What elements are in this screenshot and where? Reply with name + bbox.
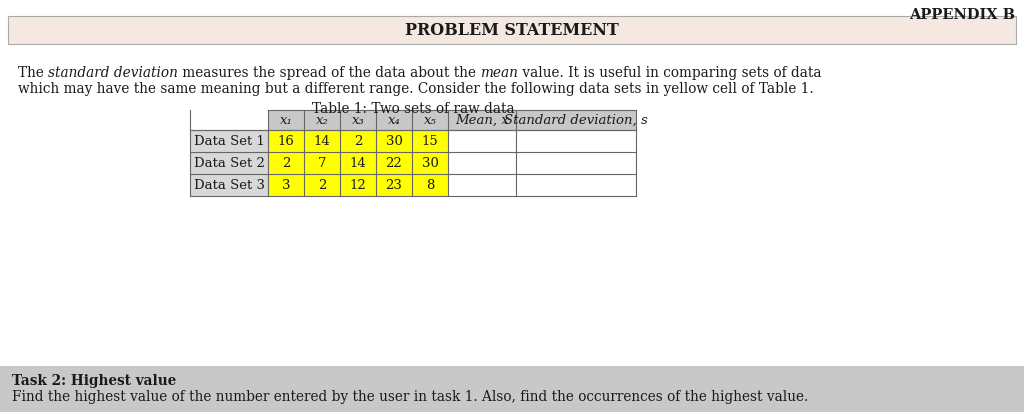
Bar [190, 174, 268, 196]
Text: x₂: x₂ [315, 113, 329, 126]
Text: Table 1: Two sets of raw data: Table 1: Two sets of raw data [311, 102, 514, 116]
Text: 8: 8 [426, 178, 434, 192]
Bar [376, 152, 412, 174]
Bar [376, 174, 412, 196]
Text: 23: 23 [386, 178, 402, 192]
Text: 2: 2 [317, 178, 327, 192]
Text: Data Set 2: Data Set 2 [194, 157, 264, 169]
Text: 30: 30 [422, 157, 438, 169]
Text: value. It is useful in comparing sets of data: value. It is useful in comparing sets of… [518, 66, 822, 80]
Bar [340, 174, 376, 196]
Bar [304, 130, 340, 152]
Text: mean: mean [480, 66, 518, 80]
Text: which may have the same meaning but a different range. Consider the following da: which may have the same meaning but a di… [18, 82, 814, 96]
Text: 7: 7 [317, 157, 327, 169]
Bar [304, 152, 340, 174]
Text: measures the spread of the data about the: measures the spread of the data about th… [178, 66, 480, 80]
Text: The: The [18, 66, 48, 80]
Bar [516, 130, 636, 152]
Bar [340, 130, 376, 152]
Text: x₁: x₁ [280, 113, 293, 126]
Text: 14: 14 [313, 134, 331, 147]
Bar [412, 152, 449, 174]
Bar [190, 130, 268, 152]
Text: x₄: x₄ [387, 113, 400, 126]
Bar [376, 130, 412, 152]
Text: Data Set 3: Data Set 3 [194, 178, 264, 192]
Bar [190, 152, 268, 174]
Bar [449, 174, 516, 196]
Text: 22: 22 [386, 157, 402, 169]
Bar [268, 130, 304, 152]
Text: Standard deviation, s: Standard deviation, s [504, 113, 648, 126]
Text: 16: 16 [278, 134, 295, 147]
Bar [516, 174, 636, 196]
Text: APPENDIX B: APPENDIX B [909, 8, 1015, 22]
Text: 3: 3 [282, 178, 290, 192]
Bar [0, 366, 1024, 412]
Text: 14: 14 [349, 157, 367, 169]
Text: Data Set 1: Data Set 1 [194, 134, 264, 147]
Bar [268, 110, 636, 130]
Bar [8, 16, 1016, 44]
Bar [449, 130, 516, 152]
Text: 2: 2 [354, 134, 362, 147]
Text: Task 2: Highest value: Task 2: Highest value [12, 374, 176, 388]
Bar [412, 174, 449, 196]
Bar [412, 130, 449, 152]
Text: standard deviation: standard deviation [48, 66, 178, 80]
Text: 30: 30 [386, 134, 402, 147]
Text: x₅: x₅ [424, 113, 436, 126]
Bar [268, 152, 304, 174]
Bar [268, 174, 304, 196]
Bar [340, 152, 376, 174]
Text: 15: 15 [422, 134, 438, 147]
Text: x₃: x₃ [351, 113, 365, 126]
Text: 2: 2 [282, 157, 290, 169]
Text: 12: 12 [349, 178, 367, 192]
Bar [516, 152, 636, 174]
Bar [449, 152, 516, 174]
Text: Find the highest value of the number entered by the user in task 1. Also, find t: Find the highest value of the number ent… [12, 390, 808, 404]
Text: PROBLEM STATEMENT: PROBLEM STATEMENT [406, 21, 618, 38]
Bar [304, 174, 340, 196]
Text: Mean, x: Mean, x [455, 113, 509, 126]
